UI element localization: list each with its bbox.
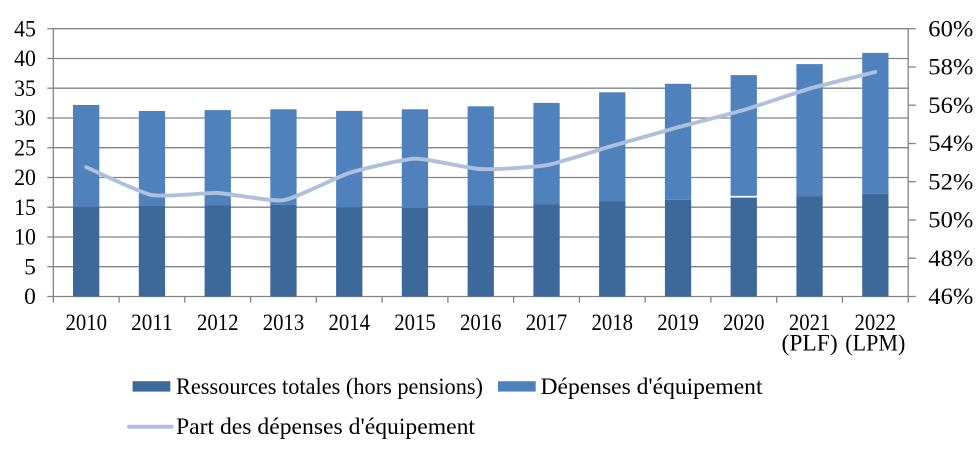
svg-text:2022: 2022 (855, 310, 897, 336)
svg-text:54%: 54% (928, 131, 973, 157)
svg-text:(PLF): (PLF) (782, 331, 838, 357)
svg-text:2018: 2018 (592, 310, 634, 336)
svg-text:2010: 2010 (65, 310, 107, 336)
svg-text:2019: 2019 (657, 310, 699, 336)
svg-text:2017: 2017 (526, 310, 568, 336)
svg-text:52%: 52% (928, 169, 973, 195)
svg-text:Ressources totales (hors pensi: Ressources totales (hors pensions) (176, 374, 483, 400)
svg-text:2016: 2016 (460, 310, 502, 336)
svg-text:48%: 48% (928, 246, 973, 272)
svg-text:35: 35 (14, 76, 36, 102)
svg-text:2012: 2012 (197, 310, 239, 336)
svg-text:2011: 2011 (131, 310, 173, 336)
svg-text:15: 15 (14, 195, 36, 221)
svg-text:60%: 60% (928, 16, 973, 42)
svg-text:30: 30 (14, 106, 36, 132)
svg-text:2020: 2020 (723, 310, 765, 336)
svg-text:5: 5 (24, 254, 36, 280)
svg-text:25: 25 (14, 135, 36, 161)
svg-text:50%: 50% (928, 208, 973, 234)
svg-text:10: 10 (14, 225, 36, 251)
svg-text:20: 20 (14, 165, 36, 191)
svg-text:(LPM): (LPM) (845, 331, 905, 357)
svg-text:40: 40 (14, 46, 36, 72)
svg-text:45: 45 (14, 16, 36, 42)
svg-text:56%: 56% (928, 93, 973, 119)
svg-text:Part des dépenses d'équipement: Part des dépenses d'équipement (176, 414, 475, 440)
svg-text:0: 0 (24, 284, 36, 310)
svg-text:46%: 46% (928, 284, 973, 310)
svg-text:Dépenses d'équipement: Dépenses d'équipement (541, 374, 763, 400)
svg-text:2021: 2021 (789, 310, 831, 336)
svg-text:2013: 2013 (263, 310, 305, 336)
svg-text:58%: 58% (928, 55, 973, 81)
svg-text:2015: 2015 (394, 310, 436, 336)
svg-text:2014: 2014 (328, 310, 370, 336)
